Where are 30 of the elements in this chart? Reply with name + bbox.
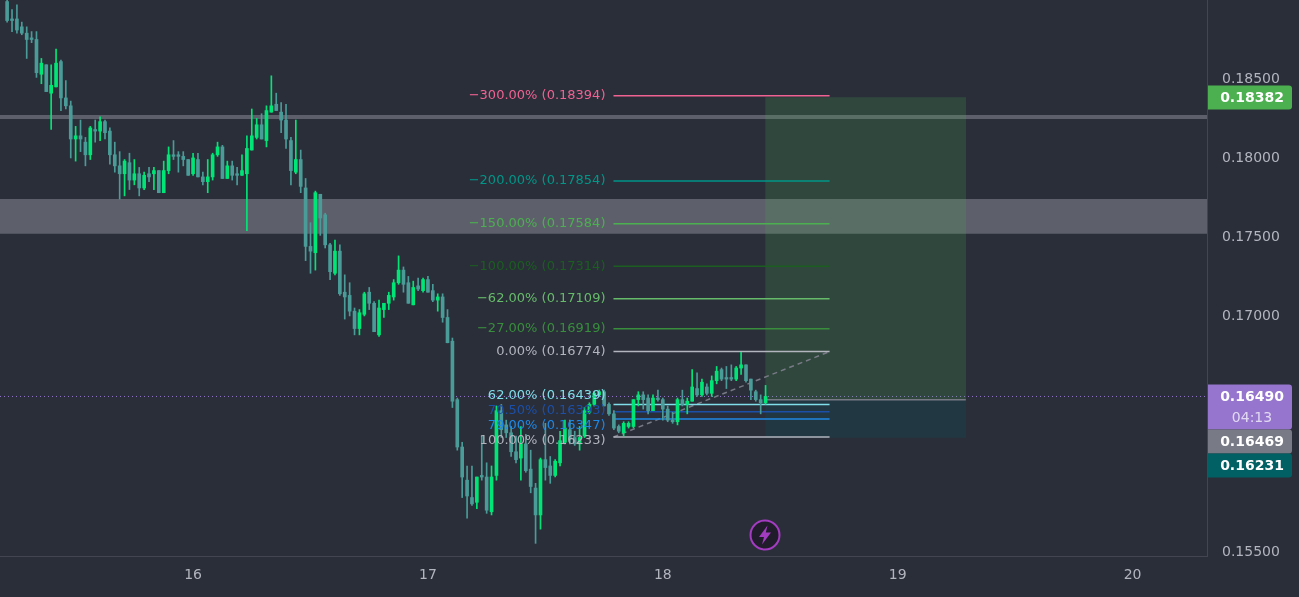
series-label: 0.00% (0.16774)	[496, 342, 606, 358]
y-tick-label: 0.18000	[1222, 148, 1280, 165]
x-tick-label: 18	[653, 566, 672, 583]
candlestick	[205, 159, 210, 194]
series-label: −27.00% (0.16919)	[476, 320, 606, 336]
y-tick-label: 0.17500	[1222, 227, 1280, 244]
candlestick	[470, 465, 474, 506]
candlestick	[152, 167, 156, 190]
candlestick	[695, 372, 699, 397]
y-tick-label: 0.17000	[1222, 306, 1280, 323]
text: 0.18382	[1220, 88, 1284, 105]
series-label: −300.00% (0.18394)	[468, 87, 606, 103]
series-label: −200.00% (0.17854)	[468, 172, 606, 188]
x-tick-label: 20	[1123, 566, 1142, 583]
x-tick-label: 19	[888, 566, 907, 583]
candlestick	[758, 394, 763, 415]
x-tick-label: 16	[184, 566, 203, 583]
ref-line-label: 0.16490	[1220, 387, 1285, 404]
y-tick-label: 0.15500	[1222, 543, 1280, 560]
x-tick-label: 17	[419, 566, 437, 583]
candlestick	[93, 119, 98, 143]
candlestick	[24, 26, 29, 59]
series-label: −150.00% (0.17584)	[468, 215, 606, 231]
candlestick	[729, 364, 734, 381]
text: 04:13	[1231, 408, 1273, 425]
text: 0.16469	[1220, 432, 1284, 449]
series-label: −62.00% (0.17109)	[476, 290, 606, 306]
y-tick-label: 0.18500	[1222, 69, 1280, 86]
candlestick	[279, 102, 283, 134]
text: 0.16231	[1220, 456, 1284, 473]
